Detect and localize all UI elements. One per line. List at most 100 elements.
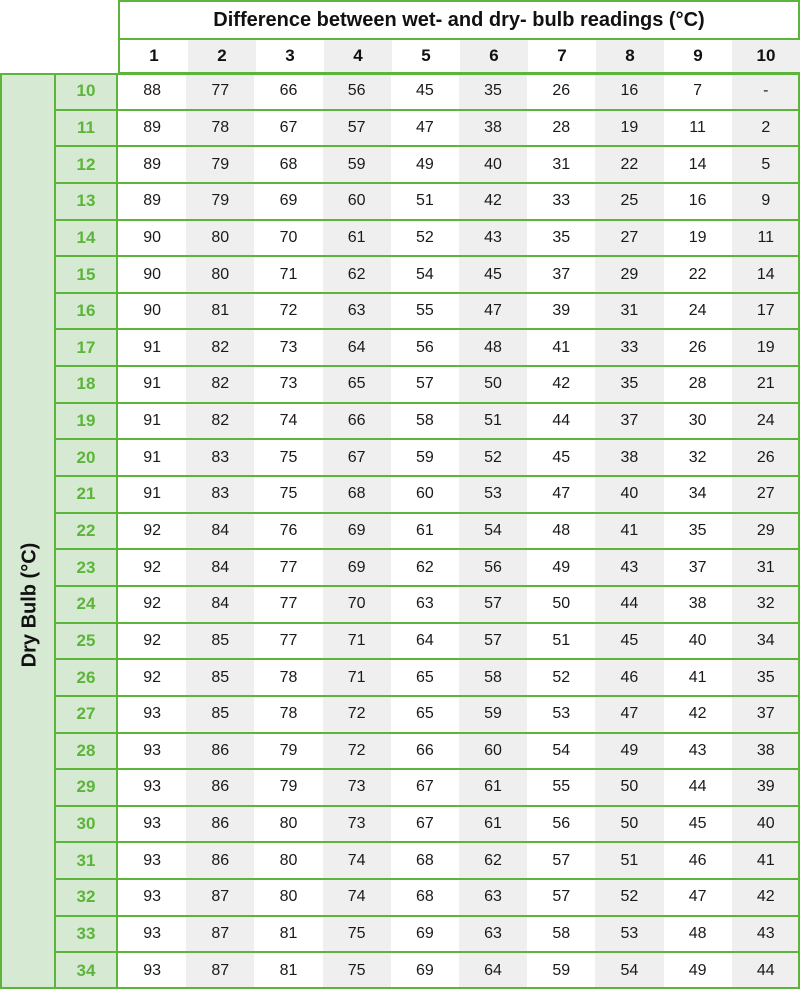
table-cell: 79 (186, 146, 255, 183)
humidity-table: 10 88 77 66 56 45 35 26 16 7-11 89 78 67 57 47 38 28 19 11… (55, 73, 800, 989)
table-cell: 63 (458, 915, 528, 953)
table-cell: 42 (731, 879, 800, 916)
table-cell: 27 (731, 476, 800, 513)
table-cell: 50 (552, 595, 571, 613)
table-cell: 60 (415, 485, 434, 503)
table-cell: 40 (458, 146, 528, 183)
row-divider (55, 438, 800, 441)
table-cell: 44 (731, 952, 800, 989)
table-cell: 77 (279, 595, 298, 613)
table-cell: 53 (552, 705, 571, 723)
table-cell: 37 (552, 265, 571, 283)
table-cell: 67 (415, 815, 434, 833)
table-row: 16 90 81 72 63 55 47 39 31 24 17 (55, 292, 800, 330)
table-cell: 21 (731, 366, 800, 403)
table-cell: 86 (186, 732, 255, 770)
table-cell: 87 (186, 879, 255, 916)
column-header: 10 (732, 40, 800, 72)
table-cell: 86 (186, 769, 255, 806)
table-cell: 44 (552, 412, 571, 430)
table-cell: 16 (688, 192, 707, 210)
table-cell: 37 (731, 695, 800, 733)
table-cell: 35 (595, 366, 664, 403)
table-cell: 35 (552, 228, 571, 246)
table-cell: 67 (415, 778, 434, 796)
table-cell: 51 (552, 631, 571, 649)
table-cell: 78 (186, 109, 255, 147)
table-cell: 77 (279, 558, 298, 576)
table-cell: 84 (186, 549, 255, 586)
table-row: 25 92 85 77 71 64 57 51 45 40 34 (55, 622, 800, 660)
table-cell: 19 (731, 329, 800, 367)
table-cell: 27 (595, 219, 664, 257)
table-cell: 47 (458, 292, 528, 330)
table-cell: 93 (143, 778, 161, 796)
row-header-dry-bulb: 12 (55, 146, 118, 183)
table-cell: 47 (595, 695, 664, 733)
table-cell: 77 (279, 631, 298, 649)
table-row: 26 92 85 78 71 65 58 52 46 41 35 (55, 659, 800, 696)
table-cell: 72 (279, 302, 298, 320)
table-cell: 24 (731, 402, 800, 440)
row-divider (55, 548, 800, 551)
table-cell: 75 (279, 448, 298, 466)
table-cell: 41 (731, 842, 800, 880)
table-cell: 32 (688, 448, 707, 466)
table-cell: 64 (415, 631, 434, 649)
row-divider (55, 365, 800, 368)
table-cell: 38 (595, 439, 664, 477)
table-cell: 26 (731, 439, 800, 477)
table-cell: 65 (415, 705, 434, 723)
table-title: Difference between wet- and dry- bulb re… (118, 0, 800, 38)
table-cell: 42 (552, 375, 571, 393)
table-cell: 49 (688, 961, 707, 979)
table-cell: 59 (552, 961, 571, 979)
table-cell: 85 (186, 695, 255, 733)
table-cell: 68 (415, 851, 434, 869)
table-cell: 75 (322, 952, 391, 989)
row-header-dry-bulb: 18 (55, 366, 118, 403)
table-cell: 86 (186, 805, 255, 843)
table-row: 27 93 85 78 72 65 59 53 47 42 37 (55, 695, 800, 733)
table-cell: 89 (143, 192, 161, 210)
table-row: 34 93 87 81 75 69 64 59 54 49 44 (55, 952, 800, 989)
table-cell: 34 (688, 485, 707, 503)
table-cell: 66 (415, 741, 434, 759)
table-cell: 25 (595, 182, 664, 220)
table-cell: 54 (552, 741, 571, 759)
table-cell: 60 (322, 182, 391, 220)
table-cell: 49 (552, 558, 571, 576)
table-cell: 30 (688, 412, 707, 430)
table-cell: 74 (279, 412, 298, 430)
table-cell: 57 (552, 851, 571, 869)
table-cell: 35 (731, 659, 800, 696)
column-header: 2 (188, 40, 256, 72)
table-cell: 31 (552, 155, 571, 173)
table-cell: 62 (415, 558, 434, 576)
row-header-dry-bulb: 34 (55, 952, 118, 989)
row-header-dry-bulb: 16 (55, 292, 118, 330)
row-divider (55, 804, 800, 807)
table-cell: 90 (143, 302, 161, 320)
table-cell: 45 (415, 82, 434, 100)
row-divider (55, 584, 800, 587)
table-cell: 90 (143, 228, 161, 246)
table-row: 10 88 77 66 56 45 35 26 16 7 - (55, 73, 800, 110)
row-axis-header: Dry Bulb (°C) (0, 73, 56, 989)
table-cell: 32 (731, 585, 800, 623)
table-cell: 9 (731, 182, 800, 220)
table-cell: 78 (279, 668, 298, 686)
table-cell: 16 (595, 73, 664, 110)
table-cell: 93 (143, 888, 161, 906)
table-cell: 35 (458, 73, 528, 110)
column-header: 6 (460, 40, 528, 72)
table-cell: 82 (186, 366, 255, 403)
table-cell: 37 (595, 402, 664, 440)
table-cell: 31 (731, 549, 800, 586)
row-header-dry-bulb: 17 (55, 329, 118, 367)
table-cell: 52 (415, 228, 434, 246)
table-cell: 29 (731, 512, 800, 550)
table-cell: 92 (143, 595, 161, 613)
table-cell: 79 (279, 778, 298, 796)
table-cell: 63 (415, 595, 434, 613)
